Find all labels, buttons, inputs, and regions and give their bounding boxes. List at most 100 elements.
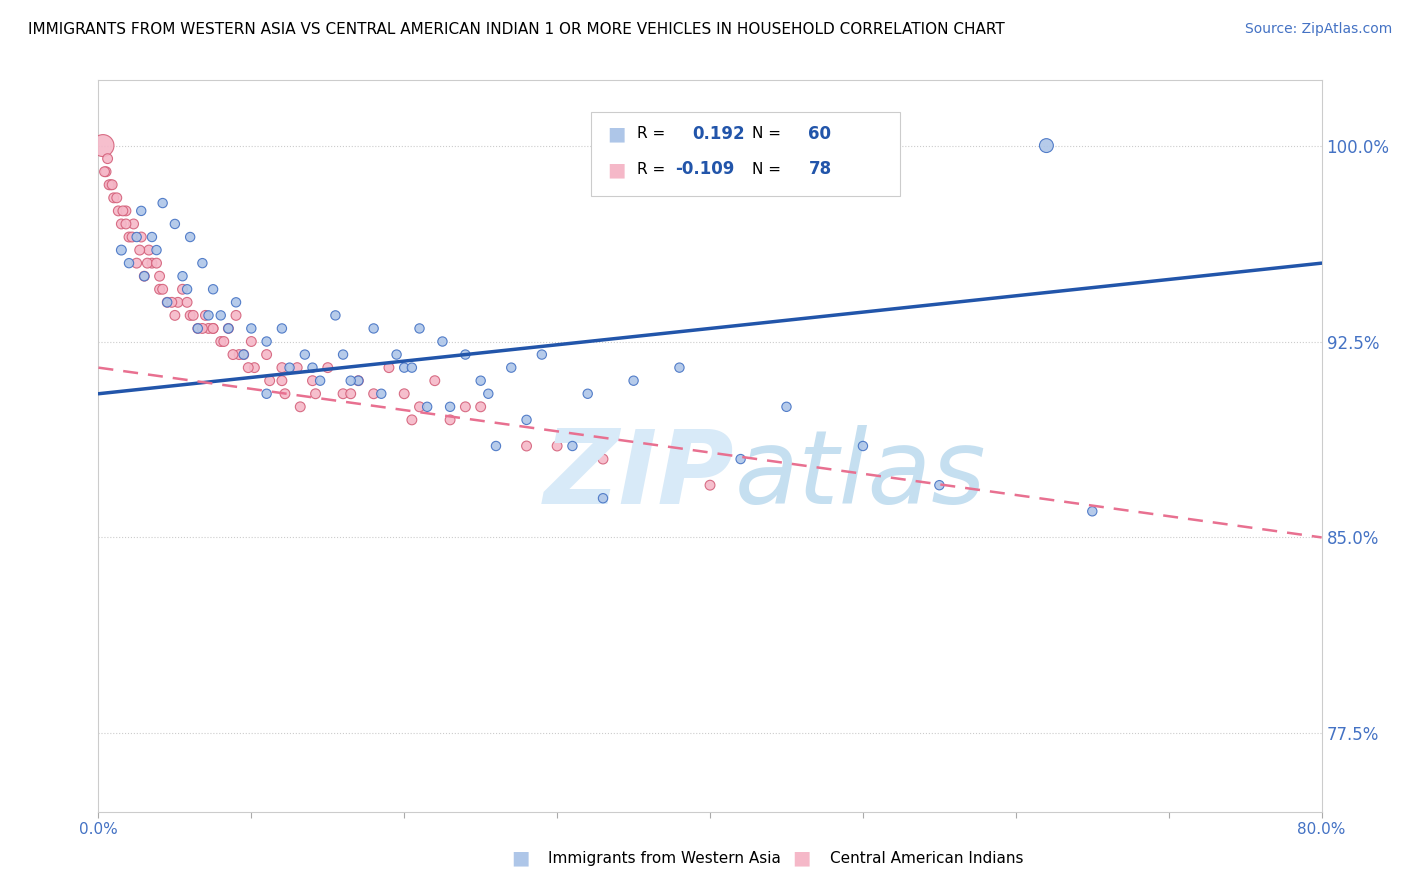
Point: [401, 360, 423, 375]
Point: [194, 309, 217, 323]
Point: [408, 321, 430, 335]
Point: [576, 386, 599, 401]
Point: [339, 386, 361, 401]
Point: [202, 321, 225, 335]
Point: [401, 413, 423, 427]
Point: [156, 295, 179, 310]
Point: [325, 309, 347, 323]
Point: [454, 348, 477, 362]
Point: [145, 256, 167, 270]
Point: [516, 413, 538, 427]
Point: [501, 360, 523, 375]
Point: [392, 386, 416, 401]
Point: [107, 203, 129, 218]
Point: [110, 217, 132, 231]
Point: [259, 374, 281, 388]
Point: [187, 321, 209, 335]
Point: [138, 243, 160, 257]
Point: [197, 321, 219, 335]
Point: [100, 178, 122, 192]
Text: ■: ■: [607, 124, 626, 144]
Point: [149, 282, 172, 296]
Text: ZIP: ZIP: [544, 425, 734, 525]
Point: [141, 256, 163, 270]
Point: [256, 386, 278, 401]
Point: [111, 203, 134, 218]
Point: [187, 321, 209, 335]
Point: [105, 191, 128, 205]
Text: Immigrants from Western Asia: Immigrants from Western Asia: [548, 851, 782, 865]
Point: [152, 282, 174, 296]
Point: [477, 386, 499, 401]
Point: [225, 295, 247, 310]
Point: [122, 217, 145, 231]
Point: [363, 321, 385, 335]
Text: IMMIGRANTS FROM WESTERN ASIA VS CENTRAL AMERICAN INDIAN 1 OR MORE VEHICLES IN HO: IMMIGRANTS FROM WESTERN ASIA VS CENTRAL …: [28, 22, 1005, 37]
Point: [179, 309, 201, 323]
Point: [217, 321, 239, 335]
Point: [129, 203, 152, 218]
Text: 60: 60: [808, 125, 831, 143]
Point: [232, 348, 254, 362]
Point: [191, 321, 214, 335]
Point: [93, 164, 115, 178]
Point: [125, 256, 148, 270]
Point: [163, 217, 186, 231]
Point: [301, 374, 323, 388]
Point: [243, 360, 266, 375]
Point: [256, 348, 278, 362]
Point: [222, 348, 245, 362]
Point: [167, 295, 190, 310]
Point: [228, 348, 250, 362]
Text: N =: N =: [752, 162, 782, 177]
Point: [378, 360, 401, 375]
Text: atlas: atlas: [734, 425, 986, 525]
Point: [416, 400, 439, 414]
Point: [176, 295, 198, 310]
Text: N =: N =: [752, 127, 782, 141]
Point: [110, 243, 132, 257]
Point: [212, 334, 235, 349]
Text: 78: 78: [808, 161, 831, 178]
Point: [270, 374, 294, 388]
Point: [156, 295, 179, 310]
Text: -0.109: -0.109: [675, 161, 734, 178]
Point: [301, 360, 323, 375]
Point: [232, 348, 254, 362]
Point: [278, 360, 301, 375]
Point: [294, 348, 316, 362]
Point: [439, 400, 461, 414]
Point: [118, 230, 141, 244]
Point: [439, 413, 461, 427]
Point: [149, 269, 172, 284]
Point: [432, 334, 454, 349]
Point: [238, 360, 260, 375]
Point: [316, 360, 339, 375]
Point: [270, 360, 294, 375]
Point: [94, 164, 117, 178]
Point: [209, 309, 232, 323]
Point: [121, 230, 143, 244]
Point: [181, 309, 204, 323]
Point: [285, 360, 308, 375]
Point: [172, 282, 194, 296]
Point: [256, 334, 278, 349]
Point: [118, 256, 141, 270]
Point: [408, 400, 430, 414]
Point: [172, 269, 194, 284]
Point: [136, 256, 159, 270]
Point: [668, 360, 690, 375]
Point: [270, 321, 294, 335]
Text: Source: ZipAtlas.com: Source: ZipAtlas.com: [1244, 22, 1392, 37]
Text: ■: ■: [792, 848, 811, 868]
Point: [516, 439, 538, 453]
Point: [470, 374, 492, 388]
Point: [423, 374, 446, 388]
Text: 0.192: 0.192: [692, 125, 744, 143]
Point: [163, 309, 186, 323]
Point: [202, 321, 225, 335]
Point: [699, 478, 721, 492]
Point: [274, 386, 297, 401]
Point: [115, 217, 138, 231]
Point: [152, 196, 174, 211]
